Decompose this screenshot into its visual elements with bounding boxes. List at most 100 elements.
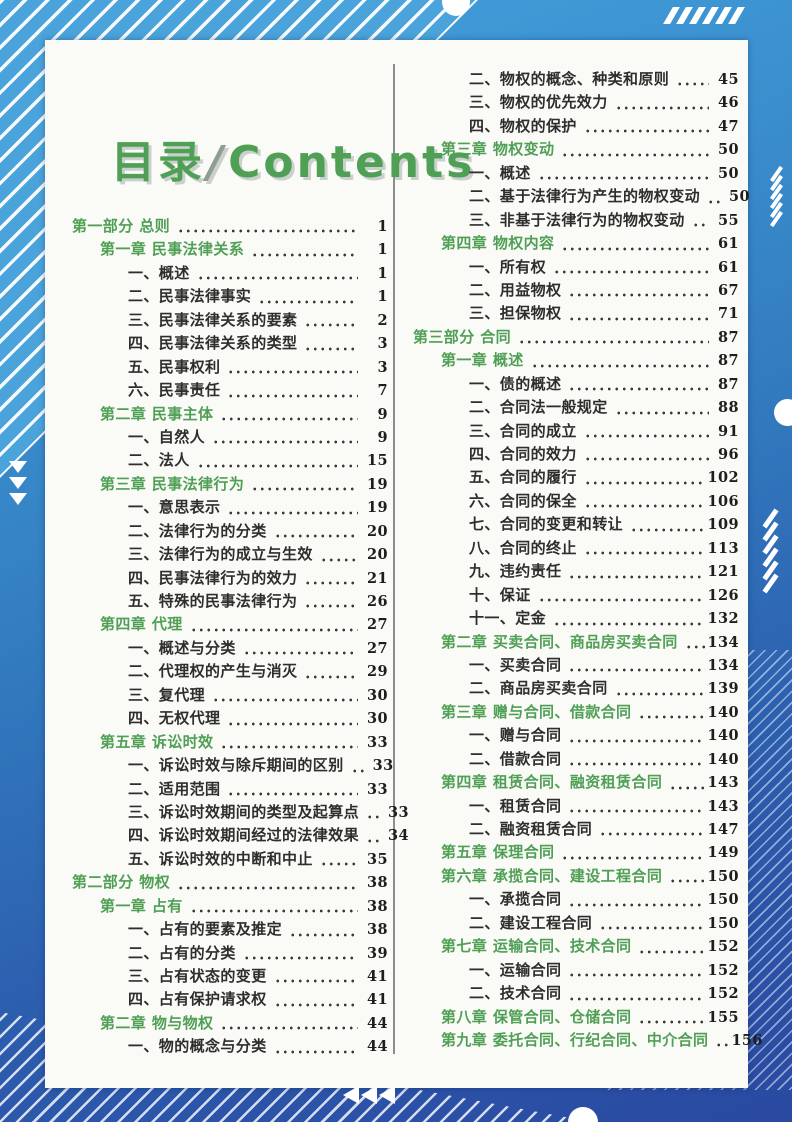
toc-entry-item: 三、复代理 30 xyxy=(72,683,388,708)
dot-leader xyxy=(683,630,705,654)
toc-page-number: 139 xyxy=(707,680,739,698)
dot-leader xyxy=(567,888,705,912)
toc-entry-part: 第一部分 总则 1 xyxy=(72,215,388,239)
toc-entry-label: 十、保证 xyxy=(469,585,531,604)
toc-page-number: 33 xyxy=(367,780,388,798)
dot-leader xyxy=(536,161,709,186)
dot-leader xyxy=(598,818,705,842)
toc-page-number: 155 xyxy=(707,1008,739,1026)
dot-leader xyxy=(529,349,709,373)
dot-leader xyxy=(567,958,705,983)
toc-entry-item: 一、占有的要素及推定 38 xyxy=(72,918,388,942)
toc-entry-item: 五、特殊的民事法律行为 26 xyxy=(72,590,388,614)
toc-entry-item: 二、商品房买卖合同 139 xyxy=(413,677,739,701)
dot-leader xyxy=(349,754,364,778)
dot-leader xyxy=(536,583,705,608)
dot-leader xyxy=(714,1028,729,1053)
dot-leader xyxy=(219,1011,358,1036)
dot-leader xyxy=(365,800,380,825)
dot-leader xyxy=(637,1005,705,1029)
toc-page-number: 150 xyxy=(707,891,739,909)
toc-entry-label: 第三章 物权变动 xyxy=(441,140,555,159)
right-edge-slashes-upper-icon xyxy=(768,165,785,228)
toc-entry-label: 三、占有状态的变更 xyxy=(128,967,267,985)
toc-entry-part: 第二部分 物权 38 xyxy=(72,871,388,895)
toc-entry-item: 四、合同的效力 96 xyxy=(413,443,739,467)
dot-leader xyxy=(288,918,358,942)
toc-entry-label: 三、法律行为的成立与生效 xyxy=(128,545,313,564)
toc-entry-chapter: 第五章 诉讼时效 33 xyxy=(72,730,388,755)
dot-leader xyxy=(598,911,705,936)
toc-entry-item: 五、民事权利 3 xyxy=(72,355,388,380)
dot-leader xyxy=(567,794,705,818)
toc-page-number: 113 xyxy=(707,539,739,557)
toc-page-number: 152 xyxy=(707,961,739,979)
toc-page-number: 126 xyxy=(707,586,739,604)
toc-entry-label: 三、民事法律关系的要素 xyxy=(128,310,298,329)
toc-entry-item: 三、合同的成立 91 xyxy=(413,419,739,443)
toc-entry-label: 第五章 保理合同 xyxy=(441,843,555,862)
dot-leader xyxy=(560,232,709,256)
toc-entry-label: 一、买卖合同 xyxy=(469,655,562,674)
toc-entry-chapter: 第一章 民事法律关系 1 xyxy=(72,238,388,262)
toc-page-number: 21 xyxy=(367,569,388,587)
toc-entry-label: 一、概述 xyxy=(128,263,190,282)
toc-page-number: 41 xyxy=(367,968,388,985)
dot-leader xyxy=(668,864,705,889)
dot-leader xyxy=(637,700,705,725)
page-title-english: Contents xyxy=(228,137,476,188)
top-right-slashes-icon xyxy=(663,7,745,24)
toc-entry-label: 二、用益物权 xyxy=(469,280,562,299)
toc-page-number: 134 xyxy=(707,633,739,651)
dot-leader xyxy=(629,513,705,537)
toc-entry-item: 四、民事法律关系的类型 3 xyxy=(72,332,388,356)
dot-leader xyxy=(272,1035,358,1059)
toc-page-number: 134 xyxy=(707,656,739,674)
toc-page-number: 1 xyxy=(377,264,388,282)
dot-leader xyxy=(226,777,358,801)
toc-page-number: 96 xyxy=(718,446,739,463)
toc-page-number: 9 xyxy=(377,405,388,423)
toc-entry-item: 二、占有的分类 39 xyxy=(72,941,388,965)
toc-entry-label: 二、适用范围 xyxy=(128,779,221,798)
toc-entry-label: 一、赠与合同 xyxy=(469,726,562,745)
dot-leader xyxy=(582,536,705,561)
dot-leader xyxy=(303,308,358,333)
toc-entry-label: 第四章 代理 xyxy=(100,615,183,634)
dot-leader xyxy=(567,302,709,326)
dot-leader xyxy=(318,543,358,567)
toc-entry-label: 一、概述 xyxy=(469,163,531,182)
toc-entry-label: 四、占有保护请求权 xyxy=(128,990,267,1009)
toc-entry-item: 四、民事法律行为的效力 21 xyxy=(72,566,388,590)
toc-page-number: 147 xyxy=(707,821,739,838)
toc-entry-label: 第七章 运输合同、技术合同 xyxy=(441,937,632,956)
toc-page-number: 106 xyxy=(707,492,739,510)
toc-page-number: 102 xyxy=(707,469,739,487)
toc-entry-chapter: 第一章 占有 38 xyxy=(72,894,388,919)
dot-leader xyxy=(272,519,358,544)
dot-leader xyxy=(560,841,705,865)
toc-page-number: 45 xyxy=(718,71,739,88)
toc-entry-item: 二、物权的概念、种类和原则 45 xyxy=(413,68,739,92)
toc-entry-label: 七、合同的变更和转让 xyxy=(469,515,624,534)
toc-entry-label: 第四章 租赁合同、融资租赁合同 xyxy=(441,773,663,792)
toc-entry-item: 一、自然人 9 xyxy=(72,425,388,450)
toc-entry-chapter: 第三章 物权变动 50 xyxy=(413,138,739,162)
toc-entry-item: 二、适用范围 33 xyxy=(72,777,388,801)
toc-entry-chapter: 第五章 保理合同 149 xyxy=(413,841,739,865)
toc-entry-label: 二、借款合同 xyxy=(469,749,562,768)
dot-leader xyxy=(668,771,705,795)
toc-column-left: 第一部分 总则 1 第一章 民事法律关系 1 一、概述 1 二、民事法律事实 1 三、民事法律关… xyxy=(72,215,409,1059)
toc-entry-chapter: 第七章 运输合同、技术合同 152 xyxy=(413,935,739,959)
toc-entry-label: 二、融资租赁合同 xyxy=(469,820,593,838)
toc-page-number: 88 xyxy=(718,399,739,417)
toc-entry-label: 四、民事法律关系的类型 xyxy=(128,334,298,353)
dot-leader xyxy=(241,941,358,965)
dot-leader xyxy=(250,238,358,262)
toc-page-number: 61 xyxy=(718,235,739,253)
dot-leader xyxy=(241,636,358,661)
toc-entry-item: 四、无权代理 30 xyxy=(72,707,388,731)
page-title: 目录/Contents xyxy=(111,126,475,190)
dot-leader xyxy=(303,660,358,684)
toc-entry-label: 五、合同的履行 xyxy=(469,468,577,487)
